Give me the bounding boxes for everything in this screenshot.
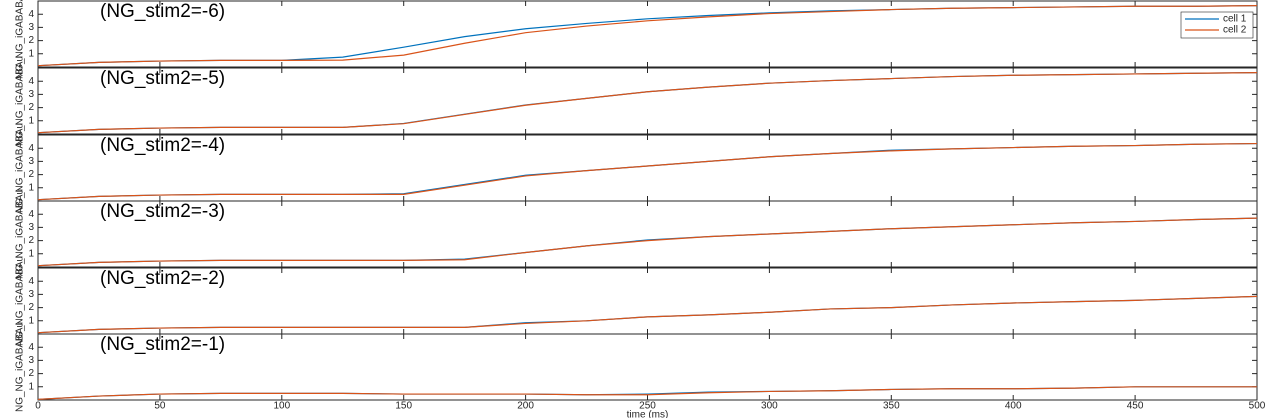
line bbox=[37, 295, 1258, 334]
y-tick-label: 1 bbox=[28, 315, 34, 326]
x-tick-label: 300 bbox=[761, 401, 778, 412]
panel-title: (NG_stim2=-3) bbox=[100, 201, 225, 222]
panel-title: (NG_stim2=-4) bbox=[100, 135, 225, 156]
y-tick-label: 3 bbox=[28, 222, 34, 233]
y-tick-label: 4 bbox=[28, 276, 34, 287]
y-tick-label: 3 bbox=[28, 89, 34, 100]
y-tick-label: 2 bbox=[28, 169, 34, 180]
x-tick-label: 350 bbox=[883, 401, 900, 412]
panel-title: (NG_stim2=-1) bbox=[100, 334, 225, 355]
y-axis-label: NG_NG_iGABABAu bbox=[15, 56, 26, 146]
axes-box bbox=[37, 0, 1258, 68]
y-tick-label: 1 bbox=[28, 381, 34, 392]
legend-label: cell 2 bbox=[1223, 25, 1247, 36]
y-tick-label: 4 bbox=[28, 143, 34, 154]
y-axis-label: NG_NG_iGABABAu bbox=[15, 256, 26, 346]
y-tick-label: 4 bbox=[28, 209, 34, 220]
line bbox=[37, 5, 1258, 67]
y-tick-label: 2 bbox=[28, 102, 34, 113]
line bbox=[37, 217, 1258, 267]
legend-box bbox=[1180, 11, 1254, 39]
y-tick-label: 3 bbox=[28, 355, 34, 366]
line bbox=[37, 142, 1258, 201]
panel-title: (NG_stim2=-2) bbox=[100, 268, 225, 289]
legend-label: cell 1 bbox=[1223, 14, 1247, 25]
x-tick-label: 0 bbox=[35, 401, 41, 412]
y-tick-label: 1 bbox=[28, 248, 34, 259]
panel-title: (NG_stim2=-5) bbox=[100, 68, 225, 89]
x-tick-label: 100 bbox=[273, 401, 290, 412]
x-tick-label: 400 bbox=[1005, 401, 1022, 412]
panel-title: (NG_stim2=-6) bbox=[100, 1, 225, 22]
axes-box bbox=[37, 267, 1258, 335]
y-tick-label: 1 bbox=[28, 182, 34, 193]
y-axis-label: NG_NG_iGABABAu bbox=[15, 0, 26, 79]
y-tick-label: 2 bbox=[28, 235, 34, 246]
y-tick-label: 4 bbox=[28, 342, 34, 353]
line bbox=[37, 72, 1258, 134]
y-tick-label: 4 bbox=[28, 76, 34, 87]
x-axis-label: time (ms) bbox=[627, 410, 669, 418]
x-tick-label: 250 bbox=[639, 401, 656, 412]
axes-box bbox=[37, 333, 1258, 401]
line bbox=[37, 386, 1257, 400]
y-tick-label: 3 bbox=[28, 156, 34, 167]
axes-box bbox=[37, 200, 1258, 268]
y-tick-label: 3 bbox=[28, 289, 34, 300]
y-tick-label: 2 bbox=[28, 368, 34, 379]
x-tick-label: 450 bbox=[1127, 401, 1144, 412]
y-tick-label: 1 bbox=[28, 115, 34, 126]
x-tick-label: 500 bbox=[1249, 401, 1266, 412]
x-tick-label: 200 bbox=[517, 401, 534, 412]
x-tick-label: 150 bbox=[395, 401, 412, 412]
y-tick-label: 2 bbox=[28, 35, 34, 46]
x-tick-label: 50 bbox=[154, 401, 166, 412]
y-axis-label: NG_NG_iGABABAu bbox=[15, 189, 26, 279]
y-tick-label: 1 bbox=[28, 48, 34, 59]
y-tick-label: 4 bbox=[28, 9, 34, 20]
y-axis-label: NG_NG_iGABABAu bbox=[15, 322, 26, 412]
y-tick-label: 3 bbox=[28, 22, 34, 33]
y-tick-label: 2 bbox=[28, 302, 34, 313]
y-axis-label: NG_NG_iGABABAu bbox=[15, 123, 26, 213]
